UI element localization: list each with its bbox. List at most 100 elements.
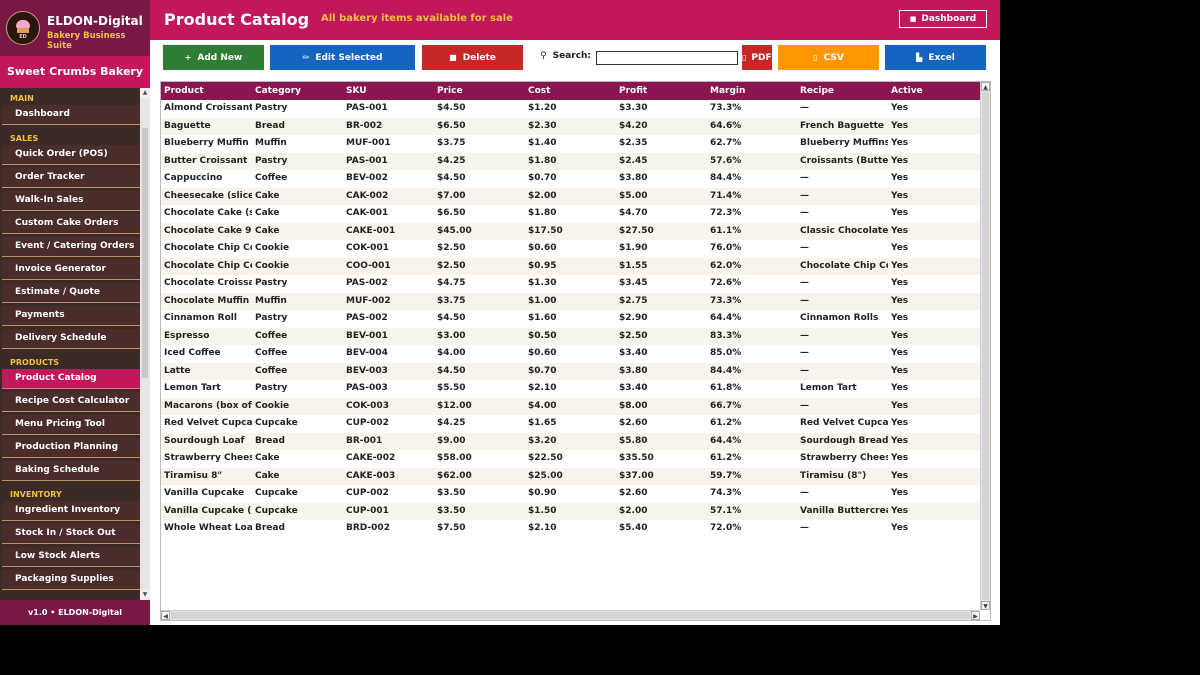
table-row[interactable]: Lemon Tart Pastry PAS-003 $5.50 $2.10 $3.40 61… <box>161 380 980 398</box>
sidebar-item-delivery-schedule[interactable]: Delivery Schedule <box>2 329 140 349</box>
sidebar-scroll-thumb[interactable] <box>142 128 148 378</box>
table-row[interactable]: Latte Coffee BEV-003 $4.50 $0.70 $3.80 84.4% — Y… <box>161 362 980 380</box>
sidebar-item-walk-in-sales[interactable]: Walk-In Sales <box>2 191 140 211</box>
add-new-button[interactable]: + Add New <box>163 45 264 70</box>
search-input[interactable] <box>596 51 738 65</box>
table-row[interactable]: Vanilla Cupcake (Cupcake CUP-001 $3.50 $1.5… <box>161 502 980 520</box>
sidebar-item-packaging-supplies[interactable]: Packaging Supplies <box>2 570 140 590</box>
scroll-up-icon[interactable]: ▲ <box>981 82 990 91</box>
cell-category: Cookie <box>255 260 290 271</box>
table-row[interactable]: Almond Croissant Pastry PAS-001 $4.50 $1.20 $… <box>161 100 980 118</box>
column-header-category[interactable]: Category <box>255 86 302 96</box>
table-row[interactable]: Chocolate Croissa Pastry PAS-002 $4.75 $1.30… <box>161 275 980 293</box>
table-row[interactable]: Whole Wheat Loa Bread BRD-002 $7.50 $2.10 $5.… <box>161 520 980 538</box>
cell-sku: MUF-002 <box>346 295 391 306</box>
cell-category: Cake <box>255 208 280 218</box>
scroll-right-icon[interactable]: ▶ <box>971 611 980 620</box>
sidebar-item-low-stock-alerts[interactable]: Low Stock Alerts <box>2 547 140 567</box>
table-row[interactable]: Tiramisu 8" Cake CAKE-003 $62.00 $25.00 $37.0… <box>161 467 980 485</box>
sidebar-item-order-tracker[interactable]: Order Tracker <box>2 168 140 188</box>
table-row[interactable]: Sourdough Loaf Bread BR-001 $9.00 $3.20 $5.80… <box>161 432 980 450</box>
sidebar-item-quick-order-pos[interactable]: Quick Order (POS) <box>2 145 140 165</box>
pdf-button[interactable]: ▯ PDF <box>742 45 772 70</box>
delete-button[interactable]: ■ Delete <box>422 45 523 70</box>
cell-price: $3.50 <box>437 488 466 498</box>
cell-margin: 57.6% <box>710 155 742 166</box>
table-row[interactable]: Strawberry Chees Cake CAKE-002 $58.00 $22.50… <box>161 450 980 468</box>
cell-margin: 64.6% <box>710 120 742 131</box>
home-icon: ■ <box>909 15 917 23</box>
sidebar-item-stock-in-stock-out[interactable]: Stock In / Stock Out <box>2 524 140 544</box>
table-row[interactable]: Cinnamon Roll Pastry PAS-002 $4.50 $1.60 $2.9… <box>161 310 980 328</box>
cell-recipe: French Baguette <box>800 120 884 131</box>
cell-profit: $3.80 <box>619 365 648 376</box>
sidebar-item-event-catering-orders[interactable]: Event / Catering Orders <box>2 237 140 257</box>
cell-cost: $3.20 <box>528 435 557 446</box>
table-row[interactable]: Cheesecake (slice Cake CAK-002 $7.00 $2.00 $5… <box>161 187 980 205</box>
table-row[interactable]: Macarons (box of Cookie COK-003 $12.00 $4.00… <box>161 397 980 415</box>
brand-subtitle: Bakery Business Suite <box>47 31 126 51</box>
table-hscroll-thumb[interactable] <box>171 612 970 619</box>
sidebar-item-custom-cake-orders[interactable]: Custom Cake Orders <box>2 214 140 234</box>
scroll-down-icon[interactable]: ▼ <box>981 601 990 610</box>
sidebar-item-estimate-quote[interactable]: Estimate / Quote <box>2 283 140 303</box>
dashboard-button[interactable]: ■ Dashboard <box>899 10 987 28</box>
scroll-left-icon[interactable]: ◀ <box>161 611 170 620</box>
table-row[interactable]: Chocolate Chip Co Cookie COK-001 $2.50 $0.60… <box>161 240 980 258</box>
column-header-product[interactable]: Product <box>164 86 204 96</box>
table-row[interactable]: Blueberry Muffin Muffin MUF-001 $3.75 $1.40 $… <box>161 135 980 153</box>
sidebar-item-ingredient-inventory[interactable]: Ingredient Inventory <box>2 501 140 521</box>
shop-name: Sweet Crumbs Bakery <box>0 56 150 88</box>
table-row[interactable]: Baguette Bread BR-002 $6.50 $2.30 $4.20 64.6% F… <box>161 117 980 135</box>
sidebar-item-dashboard[interactable]: Dashboard <box>2 105 140 125</box>
column-header-price[interactable]: Price <box>437 86 463 96</box>
cell-margin: 84.4% <box>710 365 742 376</box>
sidebar-item-recipe-cost-calculator[interactable]: Recipe Cost Calculator <box>2 392 140 412</box>
table-row[interactable]: Cappuccino Coffee BEV-002 $4.50 $0.70 $3.80 84… <box>161 170 980 188</box>
excel-button[interactable]: ▙ Excel <box>885 45 986 70</box>
cell-profit: $8.00 <box>619 400 648 411</box>
cell-profit: $2.60 <box>619 488 648 498</box>
table-row[interactable]: Chocolate Chip Co Cookie COO-001 $2.50 $0.95… <box>161 257 980 275</box>
sidebar-scrollbar[interactable]: ▲ ▼ <box>140 88 150 600</box>
cell-product: Red Velvet Cupca <box>164 418 252 428</box>
cell-product: Chocolate Muffin <box>164 295 250 306</box>
table-row[interactable]: Vanilla Cupcake Cupcake CUP-002 $3.50 $0.90 $… <box>161 485 980 503</box>
table-row[interactable]: Espresso Coffee BEV-001 $3.00 $0.50 $2.50 83.3… <box>161 327 980 345</box>
column-header-active[interactable]: Active <box>891 86 923 96</box>
scroll-up-icon[interactable]: ▲ <box>140 88 150 98</box>
cell-profit: $3.40 <box>619 348 648 358</box>
csv-button[interactable]: ▯ CSV <box>778 45 879 70</box>
sidebar-item-menu-pricing-tool[interactable]: Menu Pricing Tool <box>2 415 140 435</box>
table-row[interactable]: Chocolate Cake 9' Cake CAKE-001 $45.00 $17.5… <box>161 222 980 240</box>
table-row[interactable]: Butter Croissant Pastry PAS-001 $4.25 $1.80 $… <box>161 152 980 170</box>
column-header-recipe[interactable]: Recipe <box>800 86 835 96</box>
sidebar-item-product-catalog[interactable]: Product Catalog <box>2 369 140 389</box>
sidebar-item-payments[interactable]: Payments <box>2 306 140 326</box>
cell-recipe: Chocolate Chip Co <box>800 260 888 271</box>
table-vscroll-thumb[interactable] <box>982 92 989 600</box>
table-row[interactable]: Red Velvet Cupca Cupcake CUP-002 $4.25 $1.65… <box>161 415 980 433</box>
table-row[interactable]: Chocolate Muffin Muffin MUF-002 $3.75 $1.00 $… <box>161 292 980 310</box>
column-header-margin[interactable]: Margin <box>710 86 746 96</box>
table-vertical-scrollbar[interactable]: ▲ ▼ <box>980 82 990 610</box>
cell-active: Yes <box>891 470 909 481</box>
table-horizontal-scrollbar[interactable]: ◀ ▶ <box>161 610 980 620</box>
cell-recipe: Blueberry Muffins <box>800 138 888 148</box>
cell-profit: $35.50 <box>619 453 654 463</box>
cell-active: Yes <box>891 488 909 498</box>
sidebar-item-invoice-generator[interactable]: Invoice Generator <box>2 260 140 280</box>
column-header-profit[interactable]: Profit <box>619 86 648 96</box>
column-header-cost[interactable]: Cost <box>528 86 551 96</box>
cell-recipe: Strawberry Chees <box>800 453 888 463</box>
scroll-down-icon[interactable]: ▼ <box>140 590 150 600</box>
cell-profit: $2.90 <box>619 313 648 323</box>
table-row[interactable]: Iced Coffee Coffee BEV-004 $4.00 $0.60 $3.40 8… <box>161 345 980 363</box>
cell-cost: $0.95 <box>528 260 557 271</box>
column-header-sku[interactable]: SKU <box>346 86 367 96</box>
table-row[interactable]: Chocolate Cake (s Cake CAK-001 $6.50 $1.80 $4… <box>161 205 980 223</box>
sidebar-item-production-planning[interactable]: Production Planning <box>2 438 140 458</box>
sidebar-item-baking-schedule[interactable]: Baking Schedule <box>2 461 140 481</box>
edit-selected-button[interactable]: ✏ Edit Selected <box>270 45 415 70</box>
cell-recipe: — <box>800 295 809 306</box>
